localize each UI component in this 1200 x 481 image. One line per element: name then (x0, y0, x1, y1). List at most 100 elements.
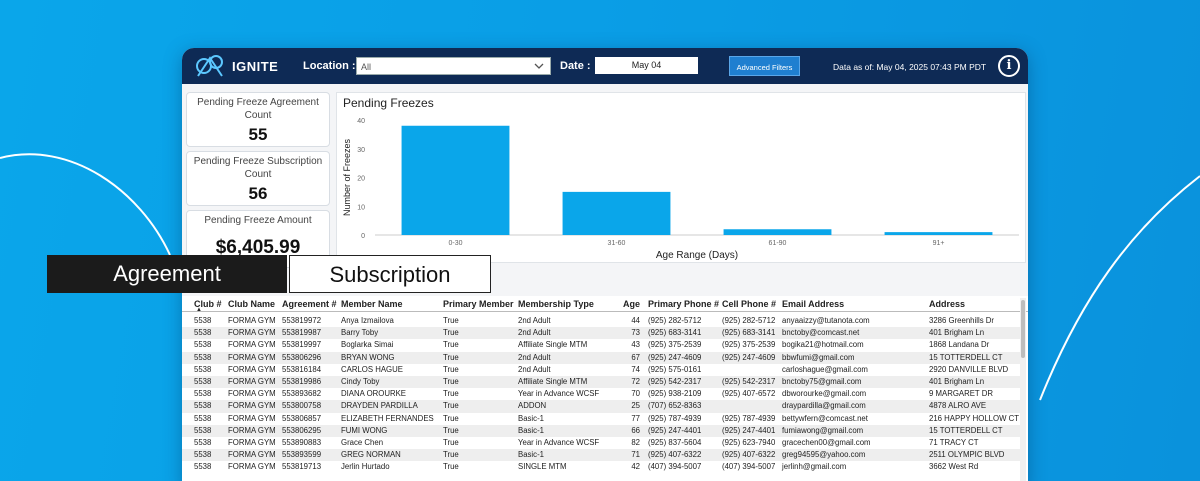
table-cell: 553893682 (282, 389, 322, 399)
table-cell: (925) 375-2539 (722, 340, 776, 350)
table-cell: FORMA GYM (228, 352, 276, 362)
table-cell: True (443, 425, 459, 435)
table-cell: (925) 247-4401 (722, 425, 776, 435)
table-cell: 553800758 (282, 401, 322, 411)
table-row[interactable]: 5538 FORMA GYM 553806295 FUMI WONG True Basic… (182, 424, 1020, 437)
kpi-label: Pending Freeze Amount (204, 215, 312, 226)
pending-freezes-chart: 0 10 20 30 40 0-30 31-60 61-90 91+ Age Range (Day… (342, 118, 1019, 261)
bar-91+ (884, 232, 993, 235)
table-row[interactable]: 5538 FORMA GYM 553819986 Cindy Toby True Affi… (182, 376, 1020, 389)
column-header[interactable]: Membership Type (518, 299, 594, 309)
tab-agreement[interactable]: Agreement (47, 255, 287, 293)
column-header[interactable]: Email Address (782, 299, 845, 309)
table-cell: 25 (631, 401, 640, 411)
column-header[interactable]: Primary Phone # (648, 299, 720, 309)
table-cell: FORMA GYM (228, 438, 276, 447)
table-cell: 82 (631, 438, 640, 447)
table-row[interactable]: 5538 FORMA GYM 553806857 ELIZABETH FERNANDE… (182, 413, 1020, 425)
table-row[interactable]: 5538 FORMA GYM 553819972 Anya Izmailova True… (182, 315, 1020, 327)
info-icon[interactable]: i (998, 55, 1020, 77)
dashboard-window: IGNITE Location : All Date : May 04 Adva… (182, 48, 1028, 481)
table-cell: 216 HAPPY HOLLOW CT (929, 413, 1019, 423)
table-cell: ADDON (518, 401, 547, 411)
table-cell: BRYAN WONG (341, 352, 395, 362)
table-cell: 3286 Greenhills Dr (929, 316, 995, 325)
bar-31-60 (562, 191, 671, 235)
column-header[interactable]: Member Name (341, 299, 403, 309)
column-header[interactable]: Primary Member (443, 299, 514, 309)
table-cell: FORMA GYM (228, 413, 276, 423)
data-as-of-text: Data as of: May 04, 2025 07:43 PM PDT (833, 62, 987, 72)
table-cell: (925) 247-4609 (722, 352, 776, 362)
top-bar: IGNITE Location : All Date : May 04 Adva… (182, 48, 1028, 84)
column-header[interactable]: Agreement # (282, 299, 337, 309)
table-scrollbar-thumb[interactable] (1021, 300, 1025, 358)
table-row[interactable]: 5538 FORMA GYM 553893682 DIANA OROURKE True Y… (182, 388, 1020, 400)
table-row[interactable]: 5538 FORMA GYM 553806296 BRYAN WONG True 2nd … (182, 351, 1020, 364)
column-header[interactable]: Cell Phone # (722, 299, 777, 309)
table-cell: (925) 407-6572 (722, 389, 776, 399)
chart-title: Pending Freezes (343, 96, 434, 110)
table-cell: 42 (631, 462, 640, 472)
date-input[interactable]: May 04 (595, 57, 698, 74)
table-row[interactable]: 5538 FORMA GYM 553819713 Jerlin Hurtado True… (182, 461, 1020, 473)
table-cell: 15 TOTTERDELL CT (929, 425, 1003, 435)
table-cell: 553893599 (282, 450, 322, 460)
tab-subscription[interactable]: Subscription (289, 255, 491, 293)
table-cell: 401 Brigham Ln (929, 377, 985, 386)
table-cell: 5538 (194, 438, 212, 447)
table-row[interactable]: 5538 FORMA GYM 553890883 Grace Chen True Year… (182, 437, 1020, 449)
table-cell: FUMI WONG (341, 425, 388, 435)
table-cell: Jerlin Hurtado (341, 462, 390, 472)
table-cell: 553819986 (282, 377, 322, 386)
members-table: Club # Club Name Agreement # Member Name Pri… (182, 296, 1028, 481)
y-tick-label: 30 (357, 147, 365, 154)
table-row[interactable]: 5538 FORMA GYM 553816184 CARLOS HAGUE True 2n… (182, 364, 1020, 376)
table-cell: (925) 407-6322 (722, 450, 776, 460)
advanced-filters-button[interactable]: Advanced Filters (729, 56, 800, 76)
sort-ascending-icon[interactable]: ▲ (196, 307, 202, 313)
column-header[interactable]: Address (929, 299, 966, 309)
table-cell: (925) 282-5712 (648, 316, 702, 325)
table-cell: FORMA GYM (228, 389, 276, 399)
table-cell: 553819987 (282, 328, 322, 338)
table-cell: 72 (631, 377, 640, 386)
table-cell: 2nd Adult (518, 364, 551, 374)
column-header[interactable]: Age (622, 299, 640, 309)
table-cell: bnctoby75@gmail.com (782, 377, 862, 386)
table-cell: FORMA GYM (228, 377, 276, 386)
table-cell: (925) 787-4939 (648, 413, 702, 423)
location-select-value: All (361, 62, 372, 72)
table-cell: 70 (631, 389, 640, 399)
table-cell: 2511 OLYMPIC BLVD (929, 450, 1005, 460)
table-cell: bogika21@hotmail.com (782, 340, 864, 350)
table-cell: DIANA OROURKE (341, 389, 406, 399)
table-row[interactable]: 5538 FORMA GYM 553893599 GREG NORMAN True Bas… (182, 449, 1020, 462)
table-cell: True (443, 450, 459, 460)
table-cell: bbwfumi@gmail.com (782, 352, 855, 362)
location-select[interactable]: All (356, 57, 551, 75)
table-cell: (925) 787-4939 (722, 413, 776, 423)
table-cell: FORMA GYM (228, 401, 276, 411)
table-cell: 44 (631, 316, 640, 325)
table-row[interactable]: 5538 FORMA GYM 553819987 Barry Toby True 2nd … (182, 327, 1020, 340)
table-cell: 5538 (194, 377, 212, 386)
column-header[interactable]: Club # (194, 299, 222, 309)
table-cell: 5538 (194, 425, 212, 435)
table-cell: True (443, 352, 459, 362)
table-row[interactable]: 5538 FORMA GYM 553819997 Boglarka Simai True… (182, 339, 1020, 351)
column-header[interactable]: Club Name (228, 299, 276, 309)
table-cell: GREG NORMAN (341, 450, 401, 460)
table-cell: Affiliate Single MTM (518, 377, 588, 386)
table-cell: fumiawong@gmail.com (782, 425, 864, 435)
table-cell: 553819713 (282, 462, 322, 472)
table-cell: FORMA GYM (228, 364, 276, 374)
table-cell: 67 (631, 352, 640, 362)
table-cell: True (443, 328, 459, 338)
table-cell: Year in Advance WCSF (518, 438, 600, 447)
table-cell: 1868 Landana Dr (929, 340, 990, 350)
table-cell: 66 (631, 425, 640, 435)
table-row[interactable]: 5538 FORMA GYM 553800758 DRAYDEN PARDILLA Tr… (182, 400, 1020, 413)
table-scrollbar[interactable] (1020, 298, 1026, 481)
